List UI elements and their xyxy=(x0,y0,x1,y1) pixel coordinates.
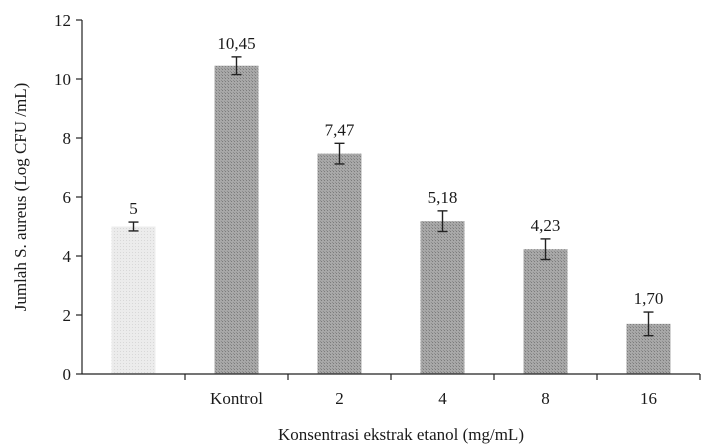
bar xyxy=(523,249,568,374)
y-axis-label: Jumlah S. aureus (Log CFU /mL) xyxy=(11,83,30,312)
axes-group xyxy=(81,20,700,375)
data-label: 5 xyxy=(129,199,138,218)
bar xyxy=(214,65,259,374)
y-tick-label: 10 xyxy=(54,70,71,89)
data-label: 7,47 xyxy=(325,120,355,139)
y-tick-label: 4 xyxy=(63,247,72,266)
x-axis-label: Konsentrasi ekstrak etanol (mg/mL) xyxy=(278,425,524,444)
bar xyxy=(111,226,156,374)
x-tick-label: 8 xyxy=(541,389,550,408)
data-label: 5,18 xyxy=(428,188,458,207)
data-label: 4,23 xyxy=(531,216,561,235)
bars-group: 5 10,45 7,47 5,18 4,23 1,70 xyxy=(111,34,671,374)
data-label: 10,45 xyxy=(217,34,255,53)
x-tick-label: 2 xyxy=(335,389,344,408)
x-tick-label: 4 xyxy=(438,389,447,408)
ticks-group: 0 2 4 6 8 10 12 Kontrol 2 4 8 16 xyxy=(54,11,701,408)
y-tick-label: 2 xyxy=(63,306,72,325)
y-tick-label: 6 xyxy=(63,188,72,207)
y-tick-label: 12 xyxy=(54,11,71,30)
x-tick-label: Kontrol xyxy=(210,389,263,408)
x-tick-label: 16 xyxy=(640,389,657,408)
y-tick-label: 8 xyxy=(63,129,72,148)
y-tick-label: 0 xyxy=(63,365,72,384)
bar xyxy=(317,153,362,374)
bar xyxy=(420,221,465,374)
data-label: 1,70 xyxy=(634,289,664,308)
